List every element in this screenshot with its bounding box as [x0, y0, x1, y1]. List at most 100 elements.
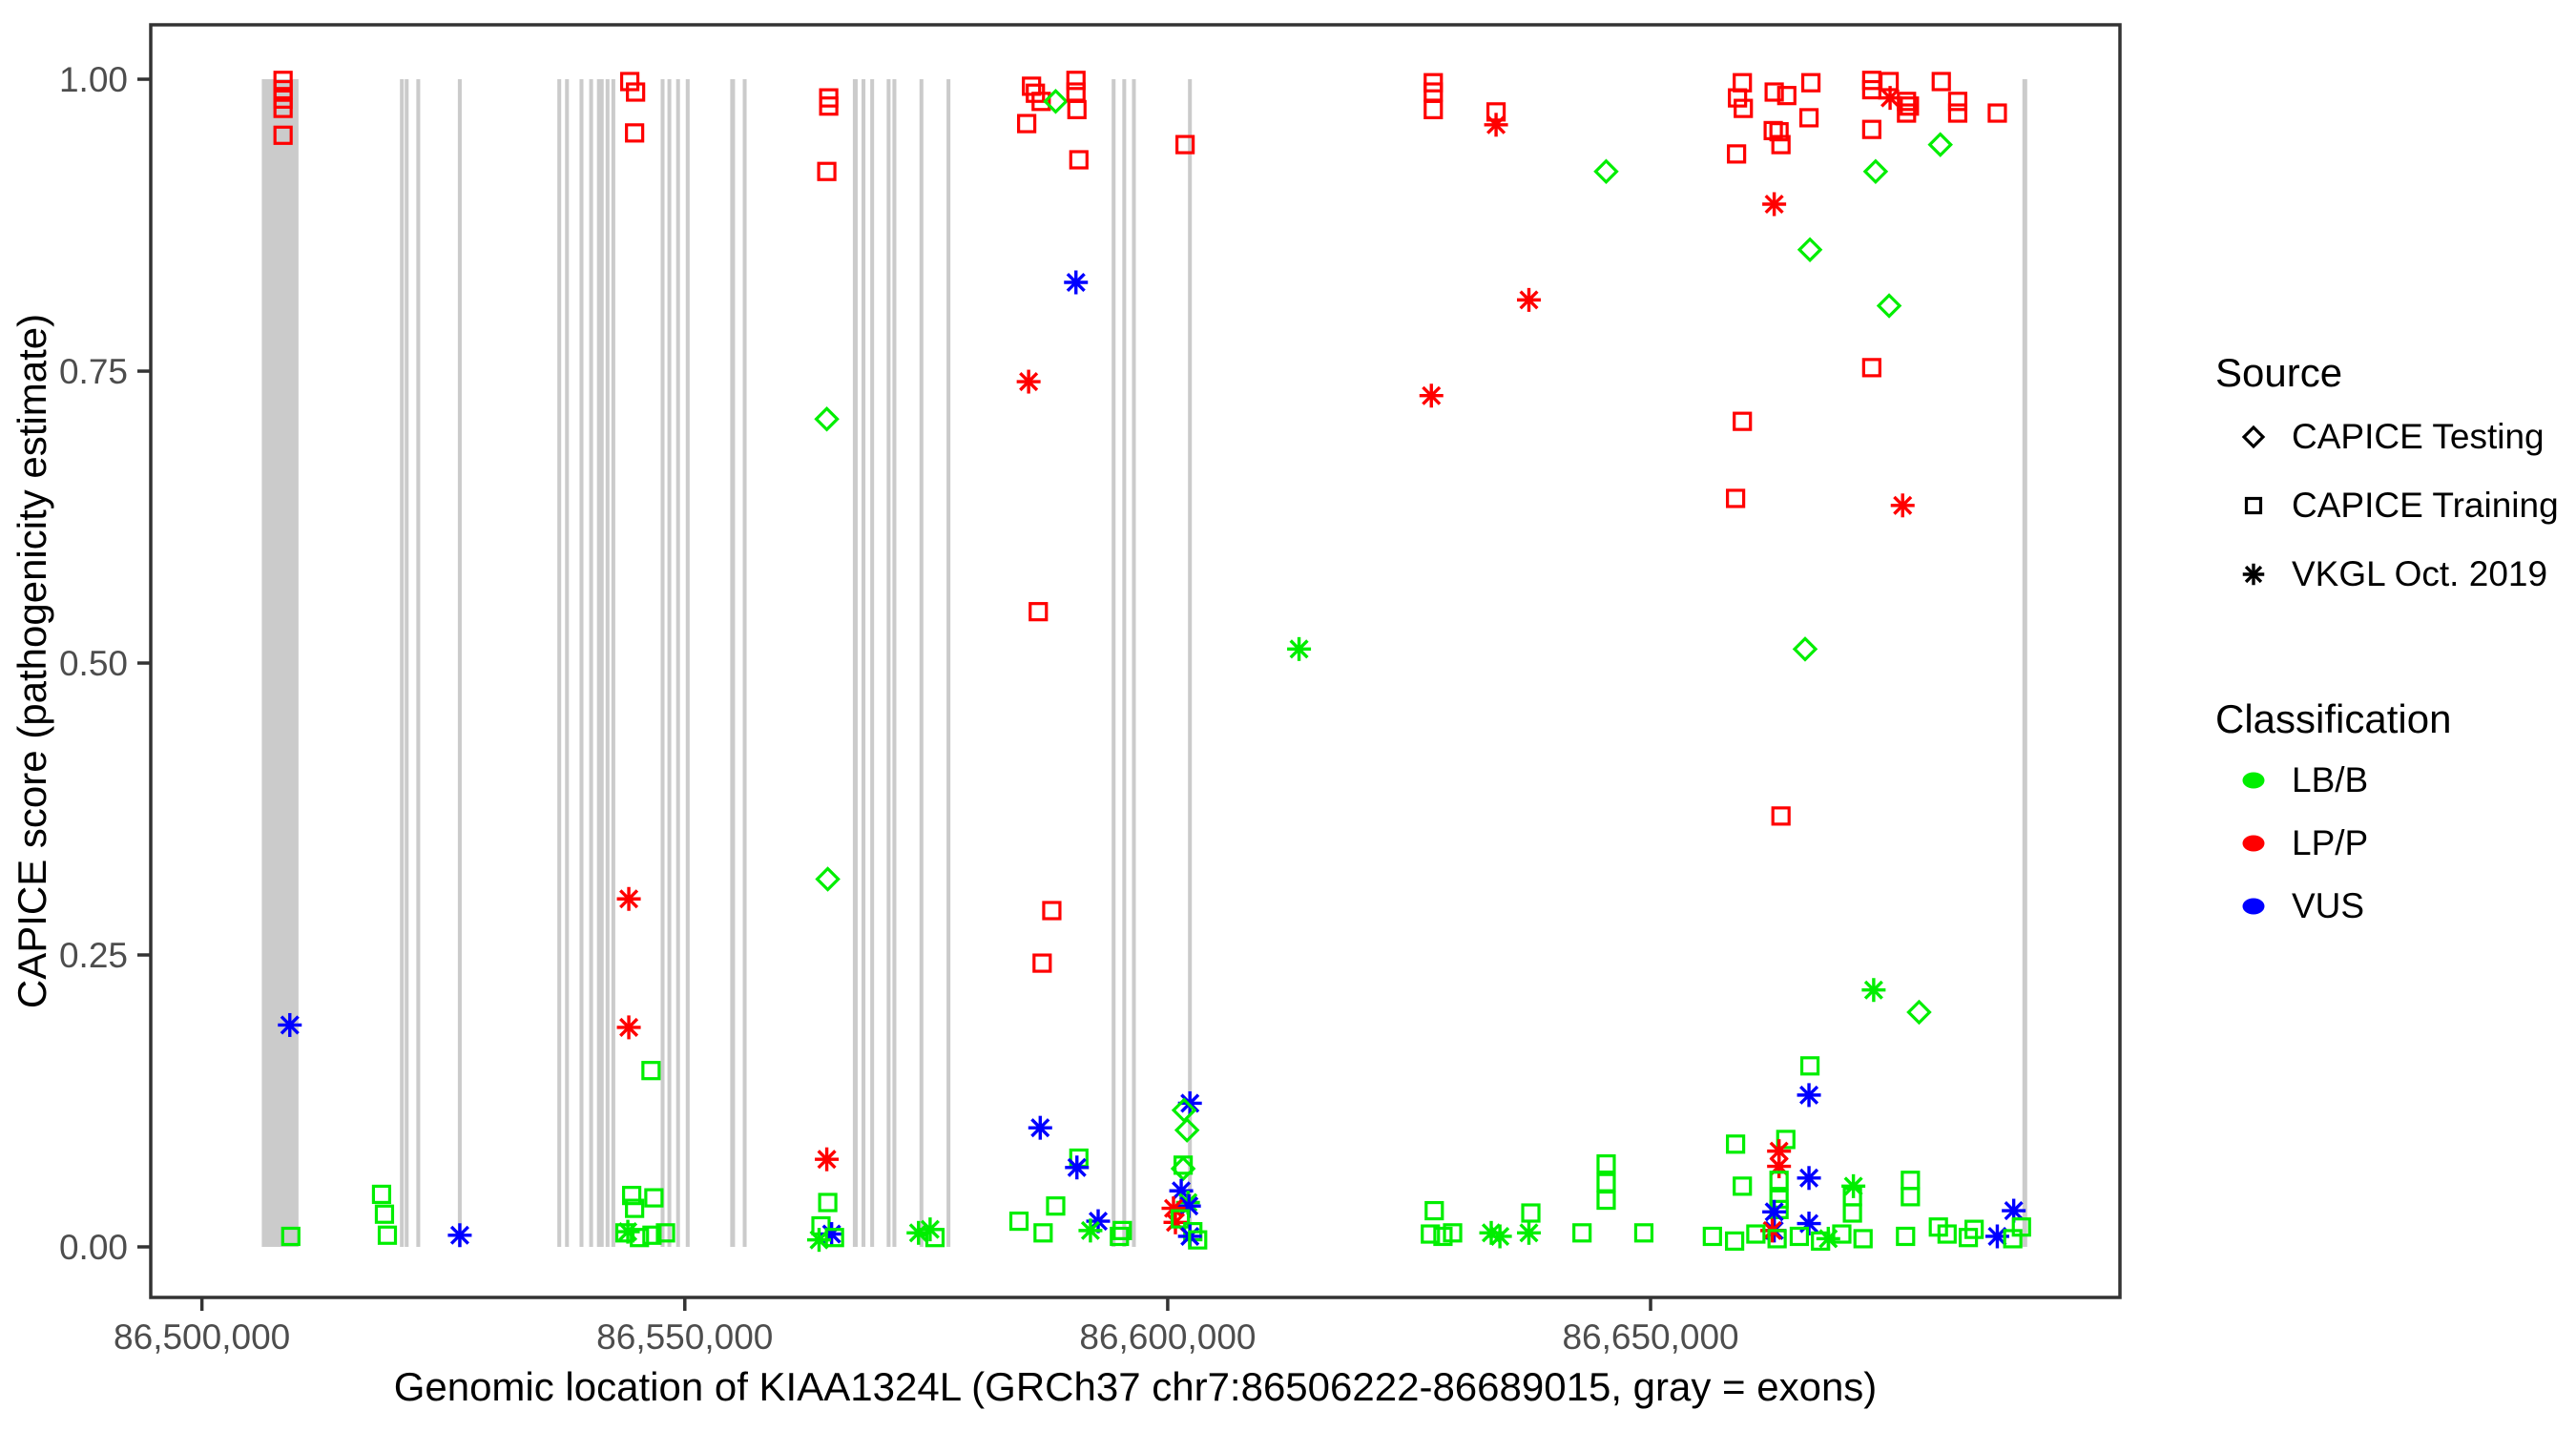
data-point-square: [1947, 92, 1968, 112]
axis-tick-labels-layer: 86,500,000 86,550,000 86,600,000 86,650,000…: [59, 60, 1739, 1357]
legend-classification: Classification LB/B LP/P VUS: [2215, 696, 2451, 925]
data-point-square: [1033, 1223, 1053, 1243]
vkgl-asterisk-icon: [2242, 563, 2265, 586]
data-point-square: [1987, 103, 2007, 123]
data-point-asterisk: [1516, 1220, 1541, 1245]
exon-band: [852, 79, 858, 1248]
data-point-square: [1633, 1223, 1654, 1243]
exon-band: [416, 79, 421, 1248]
data-point-square: [1842, 1203, 1862, 1223]
data-point-asterisk: [906, 1220, 931, 1245]
data-point-square: [619, 72, 640, 92]
data-point-square: [1170, 1209, 1191, 1229]
data-point-diamond: [1174, 1117, 1200, 1143]
data-point-square: [1896, 1226, 1916, 1247]
data-point-square: [1596, 1190, 1616, 1211]
data-point-square: [818, 1192, 838, 1213]
legend-item-lpp: LP/P: [2292, 823, 2368, 862]
data-point-square: [1596, 1154, 1616, 1174]
data-point-square: [1964, 1219, 1984, 1239]
data-point-square: [1771, 806, 1791, 826]
data-point-square: [1175, 135, 1195, 155]
data-point-diamond: [814, 405, 840, 432]
exon-band: [1132, 79, 1136, 1248]
data-point-asterisk: [806, 1228, 831, 1253]
exon-band: [1111, 79, 1116, 1248]
data-point-square: [1769, 1171, 1789, 1191]
data-point-square: [1188, 1230, 1208, 1250]
data-point-square: [1032, 953, 1052, 973]
data-point-square: [1112, 1220, 1132, 1240]
data-point-square: [625, 123, 645, 143]
data-point-asterisk: [1028, 1115, 1052, 1140]
data-point-square: [625, 1198, 645, 1218]
data-point-square: [1764, 82, 1784, 102]
data-point-asterisk: [447, 1223, 472, 1248]
lbb-dot-icon: [2242, 772, 2265, 789]
data-point-square: [377, 1225, 398, 1245]
data-point-asterisk: [616, 886, 641, 911]
exon-band: [742, 79, 747, 1248]
data-point-asterisk: [278, 1012, 302, 1037]
exon-band: [946, 79, 951, 1248]
data-point-square: [280, 1226, 301, 1247]
data-point-square: [824, 1228, 844, 1248]
data-point-square: [1725, 1231, 1745, 1251]
data-point-asterisk: [1890, 493, 1915, 518]
data-point-asterisk: [616, 1015, 641, 1040]
data-point-diamond: [1906, 999, 1932, 1026]
exon-band: [870, 79, 875, 1248]
data-point-square: [1728, 88, 1748, 108]
data-point-square: [626, 82, 646, 102]
data-point-square: [1521, 1203, 1541, 1223]
exon-band: [605, 79, 610, 1248]
data-point-square: [1832, 1224, 1852, 1244]
exon-band: [685, 79, 690, 1248]
data-point-square: [371, 1184, 392, 1205]
legend-item-vus: VUS: [2292, 886, 2364, 925]
axis-ticks-layer: [137, 77, 1652, 1311]
exon-band: [557, 79, 562, 1248]
exon-band: [400, 79, 405, 1248]
data-point-square: [819, 96, 839, 116]
data-point-square: [1769, 122, 1789, 142]
x-tick-label: 86,650,000: [1562, 1317, 1738, 1357]
exon-band: [589, 79, 593, 1248]
data-point-square: [1853, 1229, 1873, 1249]
data-point-square: [1433, 1226, 1453, 1247]
data-point-square: [622, 1186, 642, 1206]
data-point-asterisk: [1287, 636, 1312, 661]
data-point-square: [1734, 98, 1754, 118]
data-point-asterisk: [1797, 1083, 1821, 1108]
exon-band: [2022, 79, 2027, 1248]
data-point-square: [641, 1061, 661, 1081]
data-point-square: [1733, 411, 1753, 431]
data-point-asterisk: [1487, 1224, 1512, 1249]
y-tick-label: 0.25: [59, 936, 128, 975]
data-point-diamond: [1797, 237, 1823, 262]
exon-band: [457, 79, 462, 1248]
exon-band: [1122, 79, 1127, 1248]
data-point-square: [1901, 1187, 1921, 1207]
data-point-square: [1861, 119, 1881, 139]
exon-band: [405, 79, 409, 1248]
data-point-square: [1046, 1196, 1066, 1216]
x-axis-title: Genomic location of KIAA1324L (GRCh37 ch…: [394, 1364, 1878, 1409]
data-point-diamond: [1170, 1155, 1196, 1182]
data-point-asterisk: [1797, 1166, 1821, 1191]
exon-bands-layer: [261, 79, 2027, 1248]
data-point-diamond: [1792, 636, 1818, 662]
data-point-square: [1733, 1176, 1753, 1196]
data-point-asterisk: [1516, 287, 1541, 312]
data-point-square: [1897, 92, 1917, 112]
exon-band: [596, 79, 604, 1248]
data-point-square: [1572, 1223, 1592, 1243]
data-point-square: [614, 1223, 635, 1243]
data-point-diamond: [1927, 132, 1953, 157]
data-point-square: [1031, 92, 1051, 112]
y-tick-label: 0.00: [59, 1228, 128, 1267]
data-point-square: [642, 1225, 662, 1245]
data-point-diamond: [1876, 293, 1902, 319]
exon-band: [611, 79, 615, 1248]
